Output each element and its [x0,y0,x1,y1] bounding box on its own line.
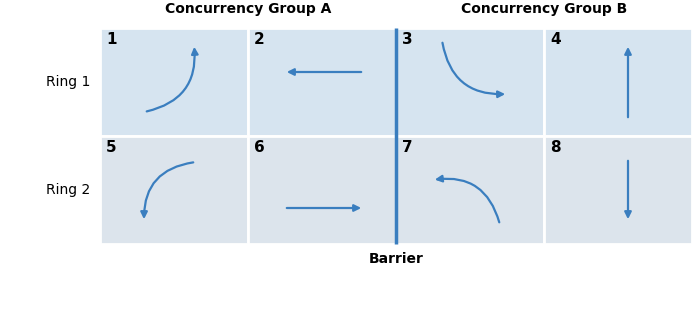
Bar [100,28,248,136]
Bar [544,136,692,244]
Text: 8: 8 [550,140,561,155]
Text: Concurrency Group B: Concurrency Group B [461,2,627,16]
Bar [248,136,396,244]
Bar [100,136,248,244]
Text: Ring 2: Ring 2 [46,183,90,197]
Text: 2: 2 [254,32,265,47]
Bar [248,28,396,136]
Text: 4: 4 [550,32,561,47]
Text: 5: 5 [106,140,117,155]
Text: 3: 3 [402,32,412,47]
Text: 7: 7 [402,140,412,155]
Text: Barrier: Barrier [369,252,424,266]
Text: Ring 1: Ring 1 [46,75,90,89]
Bar [396,28,544,136]
Text: Concurrency Group A: Concurrency Group A [164,2,331,16]
Bar [396,136,544,244]
Bar [544,28,692,136]
Text: 1: 1 [106,32,116,47]
Text: 6: 6 [254,140,265,155]
